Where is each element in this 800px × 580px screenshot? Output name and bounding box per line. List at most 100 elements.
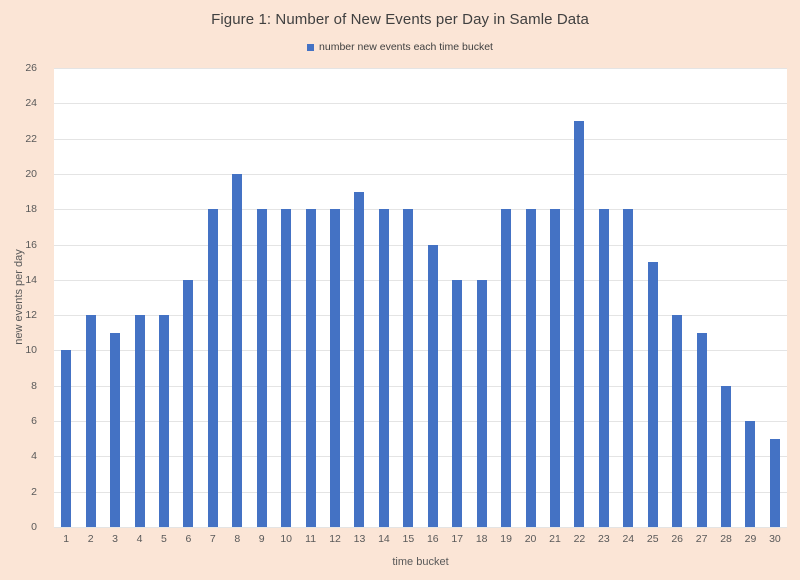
bar [501, 209, 512, 527]
bar [721, 385, 732, 527]
x-axis-tick-label: 21 [549, 533, 561, 545]
y-axis-tick-label: 24 [25, 97, 37, 110]
bar [232, 173, 243, 527]
bar-cell [763, 68, 787, 527]
y-axis-tick-label: 2 [31, 485, 37, 498]
x-axis-title: time bucket [392, 556, 449, 568]
x-axis-tick-label: 27 [695, 533, 708, 545]
x-axis-tick-label: 24 [622, 533, 635, 545]
y-axis-tick-label: 8 [31, 379, 37, 392]
x-axis-tick-label: 14 [378, 533, 390, 545]
bar [330, 209, 341, 527]
bar-cell [127, 68, 151, 527]
bar-cell [201, 68, 225, 527]
bar-cell [616, 68, 640, 527]
bar-cell [543, 68, 567, 527]
y-axis-tick-label: 10 [25, 344, 37, 357]
bar [745, 421, 756, 527]
bar [769, 438, 780, 527]
x-axis-tick-label: 28 [720, 533, 732, 545]
bar-cell [494, 68, 518, 527]
x-axis-tick-label: 3 [112, 533, 119, 545]
bar-cell [689, 68, 713, 527]
bar-cell [347, 68, 371, 527]
y-axis-tick-label: 6 [31, 415, 37, 428]
bar-cell [396, 68, 420, 527]
bar-cell [103, 68, 127, 527]
x-axis-tick-label: 30 [769, 533, 781, 545]
bar [183, 279, 194, 527]
y-axis-tick-label: 16 [25, 238, 37, 251]
bar [525, 209, 536, 527]
x-axis-tick-label: 6 [185, 533, 192, 545]
bar-cell [298, 68, 322, 527]
x-axis-tick-label: 11 [305, 533, 317, 545]
bar [696, 332, 707, 527]
gridline [54, 350, 787, 352]
bar [305, 209, 316, 527]
gridline [54, 173, 787, 175]
y-axis-labels: 0 2 4 6 8 10 12 14 16 18 20 22 24 26 [0, 62, 46, 533]
chart-title: Figure 1: Number of New Events per Day i… [211, 11, 589, 28]
bar [134, 315, 145, 527]
bar-cell [250, 68, 274, 527]
bar [281, 209, 292, 527]
bar [354, 191, 365, 527]
gridline [54, 68, 787, 69]
bar [85, 315, 96, 527]
gridline [54, 421, 787, 423]
x-axis-tick-label: 9 [258, 533, 265, 545]
y-axis-tick-label: 18 [25, 203, 37, 216]
bar-cell [592, 68, 616, 527]
bar-cell [78, 68, 102, 527]
bar-cell [421, 68, 445, 527]
bar-cell [323, 68, 347, 527]
gridline [54, 315, 787, 317]
bar-cell [274, 68, 298, 527]
legend: number new events each time bucket [0, 41, 800, 53]
bar-cell [225, 68, 249, 527]
x-axis-labels: 1 2 3 4 5 6 7 8 9 10 11 12 13 14 15 16 17 18 19 20 21 22 23 24 2… [54, 533, 787, 545]
x-axis-tick-label: 15 [402, 533, 415, 545]
gridline [54, 385, 787, 387]
bar-cell [54, 68, 78, 527]
gridline [54, 456, 787, 458]
y-axis-tick-label: 22 [25, 132, 37, 145]
y-axis-tick-label: 26 [25, 62, 37, 74]
x-axis-tick-label: 2 [87, 533, 94, 545]
bar [158, 315, 169, 527]
bar-cell [152, 68, 176, 527]
bar [574, 120, 585, 527]
bar [549, 209, 560, 527]
y-axis-tick-label: 12 [25, 309, 37, 322]
bar-cell [445, 68, 469, 527]
x-axis-tick-label: 8 [234, 533, 241, 545]
bar-cell [372, 68, 396, 527]
gridline [54, 491, 787, 493]
x-axis-tick-label: 10 [280, 533, 292, 545]
x-axis-tick-label: 5 [161, 533, 167, 545]
bar [647, 262, 658, 527]
x-axis-tick-label: 22 [573, 533, 586, 545]
bar [476, 279, 487, 527]
bar [427, 244, 438, 527]
bar-cell [469, 68, 493, 527]
bar-cell [665, 68, 689, 527]
bar [452, 279, 463, 527]
y-axis-tick-label: 14 [25, 273, 37, 286]
y-axis-tick-label: 20 [25, 167, 37, 180]
bars [54, 68, 787, 527]
x-axis-tick-label: 23 [598, 533, 610, 545]
bar [403, 209, 414, 527]
x-axis-tick-label: 20 [524, 533, 537, 545]
x-axis-tick-label: 19 [500, 533, 512, 545]
bar [110, 332, 121, 527]
x-axis-tick-label: 4 [136, 533, 143, 545]
legend-label: number new events each time bucket [319, 41, 493, 53]
x-axis-tick-label: 1 [63, 533, 70, 545]
bar-cell [641, 68, 665, 527]
bar-cell [714, 68, 738, 527]
gridline [54, 279, 787, 281]
x-axis-tick-label: 26 [671, 533, 683, 545]
